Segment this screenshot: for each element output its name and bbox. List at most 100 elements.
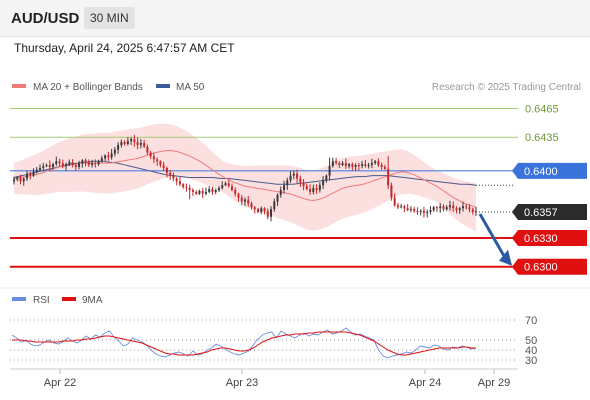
candle-body: [458, 208, 461, 211]
candle-body: [243, 199, 247, 202]
candle-body: [68, 162, 71, 165]
candle: [143, 139, 146, 148]
candle: [136, 137, 139, 150]
candle-body: [390, 185, 393, 198]
rsi-ma9-line: [12, 331, 476, 356]
candle: [52, 162, 55, 170]
candle: [266, 208, 269, 220]
candle-body: [429, 210, 432, 213]
candle-body: [452, 205, 455, 209]
candle-body: [253, 207, 256, 210]
candle: [299, 175, 302, 188]
candle-body: [422, 211, 425, 214]
chart-datetime: Thursday, April 24, 2025 6:47:57 AM CET: [14, 41, 235, 55]
candle-body: [172, 175, 175, 179]
resistance-label: 0.6465: [525, 103, 559, 115]
candle: [273, 198, 276, 212]
candle-body: [61, 163, 64, 167]
candle-body: [400, 206, 403, 208]
candle-body: [387, 168, 390, 186]
candle-body: [396, 205, 399, 208]
candle: [78, 160, 81, 170]
candle-body: [461, 206, 464, 209]
candle-body: [439, 206, 442, 209]
candle: [74, 163, 77, 171]
timeframe-badge[interactable]: 30 MIN: [84, 7, 135, 29]
candle: [185, 183, 188, 192]
candle-body: [143, 143, 146, 147]
ma50-line: [13, 160, 477, 186]
x-tick-label: Apr 24: [409, 377, 441, 389]
x-tick-label: Apr 22: [44, 377, 76, 389]
candle: [32, 168, 35, 177]
candle: [400, 203, 403, 209]
rsi-tick-label: 50: [525, 335, 537, 347]
candle: [214, 188, 217, 195]
pivot-label-tag: [512, 162, 587, 179]
rsi-tick-label: 30: [525, 355, 537, 367]
candle: [230, 183, 233, 192]
candle-body: [354, 165, 357, 167]
candle-body: [351, 164, 354, 167]
candle: [198, 189, 201, 195]
candle-body: [120, 142, 123, 145]
candle: [110, 148, 113, 160]
candle-body: [331, 161, 334, 167]
candle-body: [214, 190, 217, 192]
candle: [364, 159, 367, 168]
candle: [296, 169, 299, 183]
candle: [221, 181, 224, 190]
candle: [289, 171, 292, 183]
candle-body: [468, 207, 471, 210]
candle: [16, 176, 19, 182]
candle: [91, 159, 94, 168]
candle-body: [227, 183, 230, 187]
candle: [250, 201, 253, 210]
candle-body: [263, 208, 266, 212]
candle: [87, 159, 90, 167]
candle: [133, 134, 136, 147]
chart-header: AUD/USD 30 MIN: [0, 0, 590, 37]
projection-group: [478, 213, 512, 266]
candle-body: [19, 177, 22, 182]
candle: [169, 170, 172, 180]
candle-body: [35, 169, 38, 172]
candle: [48, 160, 51, 172]
x-tick-label: Apr 23: [226, 377, 258, 389]
candle-body: [426, 212, 429, 214]
candle: [152, 152, 155, 164]
candle: [374, 159, 377, 165]
candle: [97, 159, 100, 166]
candle-body: [237, 193, 240, 198]
rsi-lines: [11, 327, 477, 359]
candle-body: [65, 164, 68, 167]
candle: [94, 159, 97, 168]
candle: [448, 200, 451, 211]
candle: [237, 192, 240, 202]
candle: [172, 172, 175, 182]
rsi-tick-label: 40: [525, 345, 537, 357]
candle-body: [341, 163, 344, 166]
candle: [260, 206, 263, 215]
candle: [68, 159, 71, 166]
candle: [445, 205, 448, 211]
support-label: 0.6330: [524, 233, 558, 245]
candle-body: [260, 208, 263, 213]
candle-body: [130, 139, 133, 142]
price-level-labels: 0.6465 0.6435 0.6400 0.6330 0.6300 0.6357: [479, 103, 587, 275]
candle-body: [104, 155, 107, 159]
candle-body: [257, 209, 260, 213]
candle: [149, 150, 152, 159]
candle-body: [87, 162, 90, 166]
candle: [201, 187, 204, 198]
candle-body: [100, 158, 103, 162]
candle-body: [357, 165, 360, 167]
candle: [465, 204, 468, 210]
candle-body: [474, 211, 478, 213]
x-axis-ticks: Apr 22 Apr 23 Apr 24 Apr 29: [44, 369, 510, 389]
candle-body: [12, 179, 16, 182]
ma20-legend-label: MA 20 + Bollinger Bands: [33, 82, 143, 93]
candle-body: [139, 143, 142, 145]
candle-body: [413, 209, 416, 212]
candle-body: [110, 153, 113, 158]
